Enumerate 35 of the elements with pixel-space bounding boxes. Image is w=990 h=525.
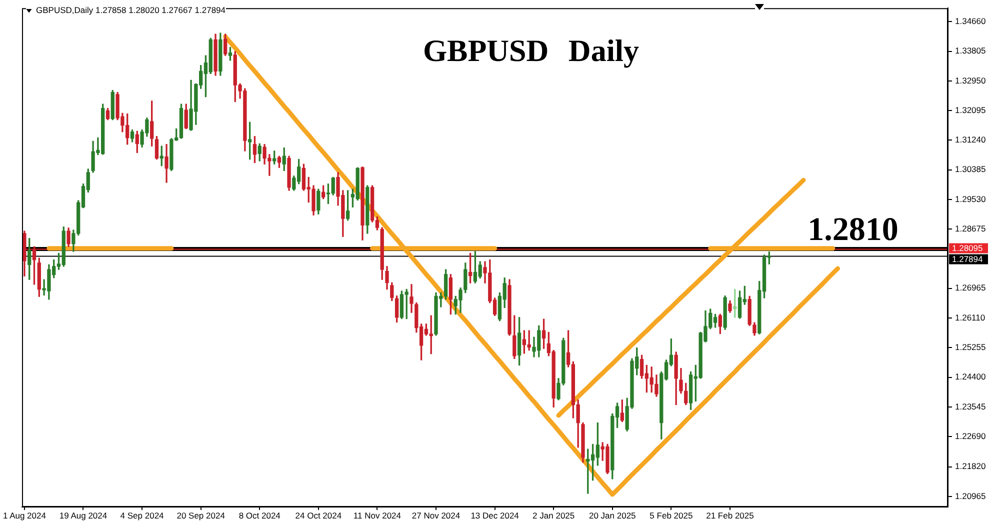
y-tick-label: 1.32950 [955, 75, 986, 86]
y-tick-label: 1.31240 [955, 134, 986, 145]
y-tick-label: 1.28675 [955, 223, 986, 234]
y-tick-label: 1.24400 [955, 372, 986, 382]
y-tick-label: 1.26965 [955, 282, 986, 293]
candlestick [410, 284, 414, 313]
x-tick-label: 2 Jan 2025 [532, 510, 575, 520]
y-tick-label: 1.25255 [955, 342, 986, 352]
y-tick-label: 1.21820 [955, 461, 986, 472]
text: GBPUSD Daily [422, 33, 640, 68]
x-tick-label: 13 Dec 2024 [470, 510, 520, 520]
x-tick-label: 5 Feb 2025 [650, 510, 693, 520]
x-tick-label: 20 Sep 2024 [176, 510, 226, 520]
x-tick-label: 8 Oct 2024 [238, 510, 281, 520]
ref-line-label: 1.27894 [952, 254, 983, 264]
chart-subtitle: GBPUSD,Daily 1.27858 1.28020 1.27667 1.27894 [36, 5, 226, 15]
y-tick-label: 1.22690 [955, 430, 986, 441]
x-tick-label: 20 Jan 2025 [588, 510, 636, 520]
y-tick-label: 1.32095 [955, 104, 986, 115]
ref-line-label: 1.28095 [952, 243, 983, 254]
y-tick-label: 1.29530 [955, 194, 986, 204]
x-tick-label: 27 Nov 2024 [412, 510, 460, 520]
x-tick-label: 11 Nov 2024 [353, 510, 402, 520]
y-tick-label: 1.30385 [955, 164, 986, 174]
y-tick-label: 1.26110 [955, 312, 986, 322]
x-tick-label: 4 Sep 2024 [120, 510, 164, 520]
y-tick-label: 1.23545 [955, 401, 986, 412]
x-tick-label: 19 Aug 2024 [59, 510, 108, 520]
y-tick-label: 1.34660 [955, 16, 986, 26]
ref-line-label: 1.2810 [808, 212, 898, 248]
x-tick-label: 21 Feb 2025 [706, 510, 754, 520]
x-tick-label: 1 Aug 2024 [2, 510, 46, 520]
y-tick-label: 1.33805 [955, 46, 986, 56]
y-tick-label: 1.20965 [955, 490, 986, 501]
x-tick-label: 24 Oct 2024 [295, 510, 342, 520]
